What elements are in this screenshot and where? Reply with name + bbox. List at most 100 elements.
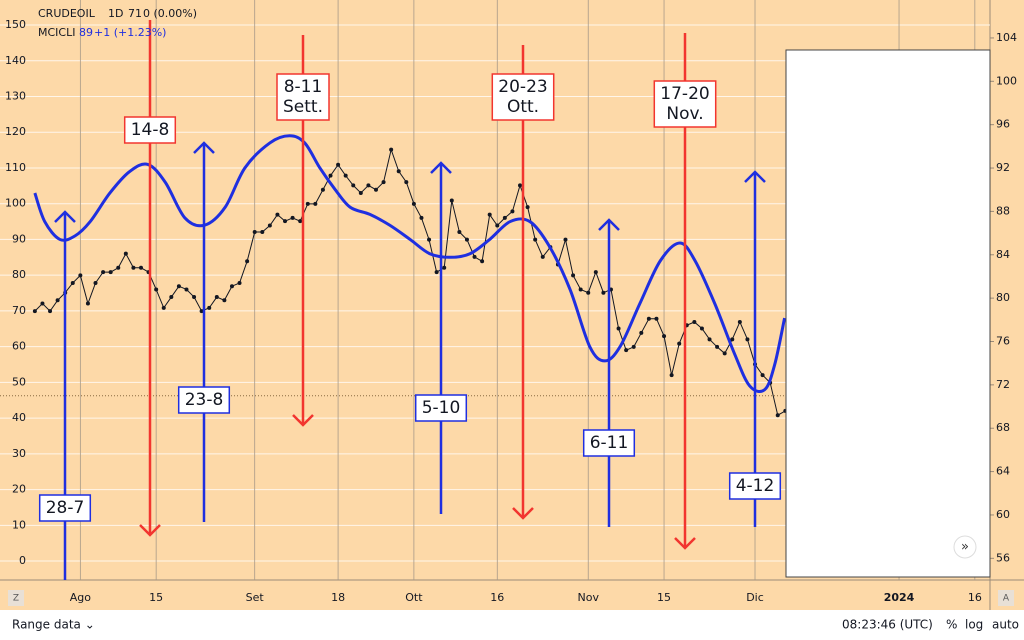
- data-point: [616, 326, 621, 331]
- data-point: [108, 270, 113, 275]
- data-point: [305, 201, 310, 206]
- y-tick-label: 100: [5, 197, 26, 210]
- data-point: [252, 230, 257, 234]
- data-point: [313, 201, 318, 206]
- auto-icon[interactable]: A: [1003, 594, 1010, 604]
- y2-tick-label: 80: [996, 291, 1010, 304]
- y2-tick-label: 60: [996, 508, 1010, 521]
- data-point: [336, 162, 341, 167]
- y-tick-label: 110: [5, 161, 26, 174]
- x-tick-label: Nov: [578, 591, 600, 604]
- data-point: [320, 187, 325, 192]
- data-point: [366, 183, 371, 188]
- data-point: [70, 280, 75, 285]
- annotation-box: [491, 73, 555, 121]
- data-point: [245, 259, 250, 264]
- x-tick-label: 16: [490, 591, 504, 604]
- data-point: [662, 334, 667, 339]
- y2-tick-label: 64: [996, 465, 1010, 478]
- y2-tick-label: 88: [996, 204, 1010, 217]
- x-tick-label: Ago: [70, 591, 92, 604]
- x-tick-label: Dic: [746, 591, 764, 604]
- data-point: [518, 183, 523, 188]
- indicator-change: +1 (+1.23%): [94, 26, 166, 39]
- x-tick-label: Ott: [405, 591, 423, 604]
- annotation-label: 8-11: [284, 77, 323, 97]
- data-point: [229, 284, 234, 289]
- data-point: [419, 215, 424, 220]
- data-point: [442, 265, 447, 270]
- y-tick-label: 50: [12, 375, 26, 388]
- annotation-label: 14-8: [131, 120, 170, 140]
- annotation-box: [653, 80, 717, 128]
- arrow-head: [512, 507, 534, 520]
- data-point: [101, 270, 106, 275]
- arrow-head: [744, 170, 766, 183]
- y-tick-label: 80: [12, 268, 26, 281]
- y2-tick-label: 96: [996, 118, 1010, 131]
- data-point: [290, 215, 295, 220]
- data-point: [267, 223, 272, 228]
- annotation-label: 6-11: [590, 433, 629, 453]
- data-point: [381, 180, 386, 185]
- data-point: [85, 301, 90, 306]
- data-point: [495, 223, 500, 228]
- zoom-icon[interactable]: Z: [13, 594, 19, 604]
- x-tick-label: 16: [968, 591, 982, 604]
- data-point: [214, 295, 219, 300]
- y-tick-label: 130: [5, 89, 26, 102]
- scroll-button[interactable]: [953, 535, 977, 559]
- percent-toggle[interactable]: %: [946, 618, 957, 632]
- annotation-label: 23-8: [185, 390, 224, 410]
- data-point: [123, 251, 128, 256]
- y-tick-label: 40: [12, 411, 26, 424]
- arrow-head: [139, 524, 161, 537]
- time-axis-background: [0, 580, 1024, 610]
- y2-tick-label: 92: [996, 161, 1010, 174]
- series-line: [34, 147, 786, 416]
- data-point: [434, 270, 439, 275]
- data-point: [351, 183, 356, 188]
- annotation-label: 28-7: [46, 498, 85, 518]
- auto-toggle[interactable]: auto: [992, 618, 1019, 632]
- data-point: [699, 326, 704, 331]
- data-point: [275, 212, 280, 217]
- auto-button[interactable]: [998, 590, 1014, 606]
- annotation-box: [276, 73, 330, 121]
- annotation-box: [582, 429, 636, 457]
- data-point: [389, 147, 394, 152]
- data-point: [328, 173, 333, 178]
- data-point: [654, 316, 659, 321]
- data-point: [93, 280, 98, 285]
- y-tick-label: 150: [5, 18, 26, 31]
- bottom-bar: [0, 610, 1024, 640]
- x-tick-label: 2024: [884, 591, 915, 604]
- data-point: [154, 287, 159, 292]
- data-point: [260, 230, 265, 234]
- annotation-label: 20-23: [498, 77, 547, 97]
- data-point: [730, 337, 735, 342]
- y2-tick-label: 72: [996, 378, 1010, 391]
- data-point: [480, 259, 485, 264]
- y2-tick-label: 100: [996, 74, 1017, 87]
- data-point: [533, 237, 538, 242]
- annotation-label: Sett.: [283, 97, 323, 117]
- zoom-button[interactable]: [8, 590, 24, 606]
- annotation-label: 4-12: [736, 476, 775, 496]
- y-tick-label: 90: [12, 232, 26, 245]
- annotation-label: Ott.: [507, 97, 539, 117]
- scroll-icon[interactable]: »: [961, 540, 969, 555]
- y2-tick-label: 56: [996, 551, 1010, 564]
- indicator-last: 89: [79, 26, 93, 39]
- range-menu[interactable]: Range data ⌄: [12, 618, 95, 632]
- y-tick-label: 0: [19, 554, 26, 567]
- y-tick-label: 30: [12, 447, 26, 460]
- data-point: [745, 337, 750, 342]
- data-point: [373, 187, 378, 192]
- x-tick-label: 15: [149, 591, 163, 604]
- log-toggle[interactable]: log: [965, 618, 983, 632]
- data-point: [427, 237, 432, 242]
- x-tick-label: 18: [331, 591, 345, 604]
- data-point: [184, 287, 189, 292]
